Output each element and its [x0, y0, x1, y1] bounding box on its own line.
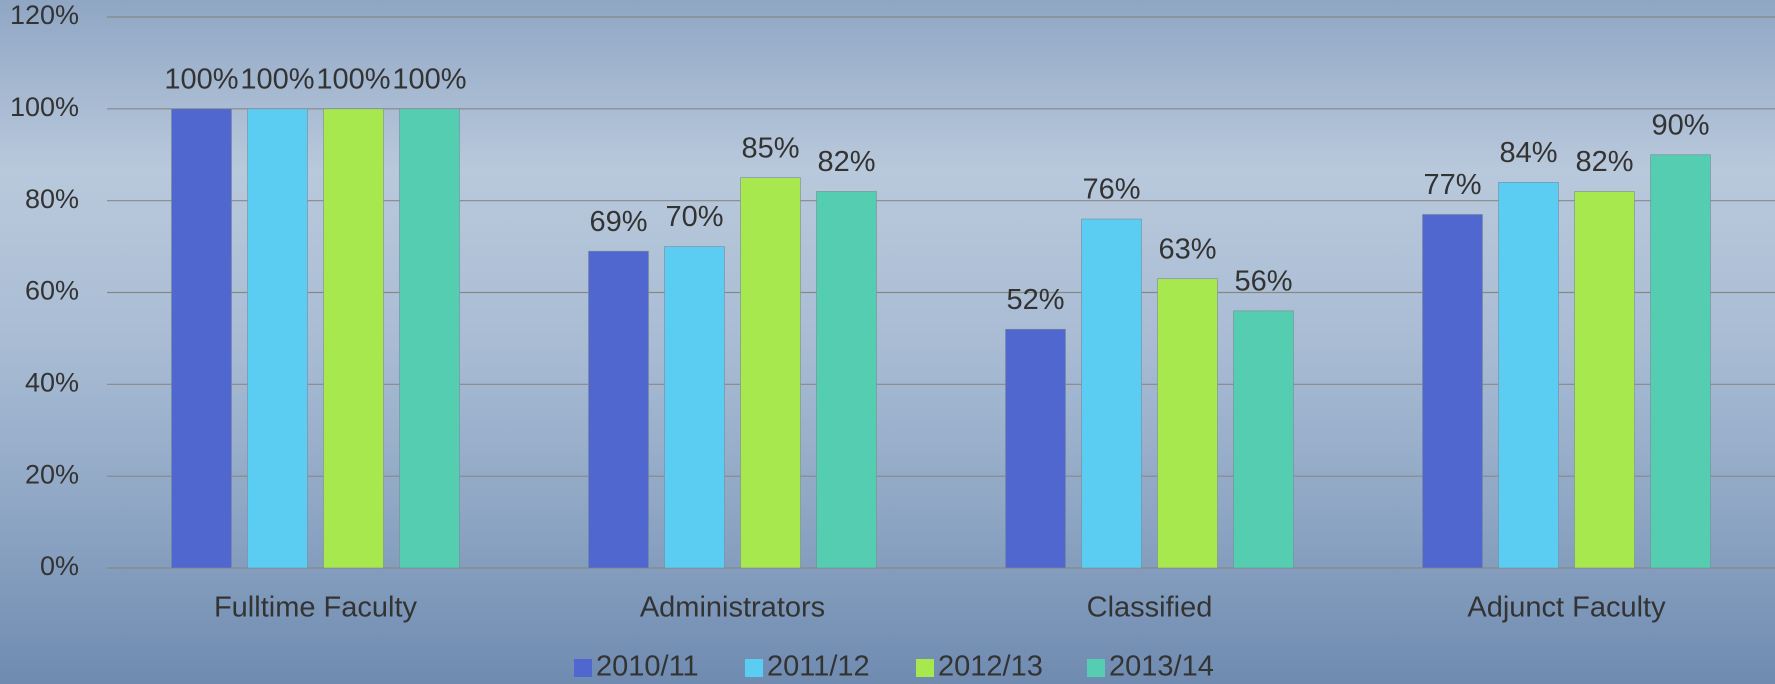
bar: [1005, 328, 1066, 569]
data-label: 90%: [1651, 109, 1709, 141]
bar: [171, 108, 232, 569]
bar: [1157, 278, 1218, 569]
y-tick-label: 120%: [10, 0, 79, 30]
legend-label: 2010/11: [596, 651, 699, 683]
data-label: 63%: [1158, 233, 1216, 265]
y-tick-label: 60%: [25, 276, 79, 306]
data-label: 69%: [589, 206, 647, 238]
y-tick-label: 100%: [10, 92, 79, 122]
bar: [664, 246, 725, 569]
legend-label: 2013/14: [1109, 651, 1214, 683]
data-label: 85%: [741, 132, 799, 164]
legend-swatch: [1087, 659, 1105, 677]
y-tick-label: 20%: [25, 459, 79, 489]
bar: [1233, 310, 1294, 569]
legend-swatch: [745, 659, 763, 677]
legend-label: 2011/12: [767, 651, 870, 683]
legend-label: 2012/13: [938, 651, 1043, 683]
bar: [816, 191, 877, 569]
data-label: 70%: [665, 201, 723, 233]
bar: [323, 108, 384, 569]
y-tick-label: 40%: [25, 367, 79, 397]
data-label: 82%: [1575, 146, 1633, 178]
legend-swatch: [916, 659, 934, 677]
y-tick-label: 0%: [40, 551, 79, 581]
x-tick-label: Fulltime Faculty: [214, 592, 418, 624]
data-label: 84%: [1499, 137, 1557, 169]
data-label: 100%: [316, 63, 390, 95]
data-label: 100%: [392, 63, 466, 95]
data-label: 100%: [240, 63, 314, 95]
x-tick-label: Adjunct Faculty: [1467, 592, 1666, 624]
bar: [399, 108, 460, 569]
y-tick-label: 80%: [25, 184, 79, 214]
bar: [740, 177, 801, 569]
data-label: 52%: [1006, 284, 1064, 316]
x-tick-label: Classified: [1087, 592, 1213, 624]
bar: [1650, 154, 1711, 569]
data-label: 100%: [164, 63, 238, 95]
bar: [1498, 182, 1559, 569]
bar: [1422, 214, 1483, 569]
bar: [1081, 218, 1142, 569]
data-label: 76%: [1082, 174, 1140, 206]
bar: [1574, 191, 1635, 569]
data-label: 56%: [1234, 266, 1292, 298]
x-tick-label: Administrators: [640, 592, 825, 624]
bar: [247, 108, 308, 569]
data-label: 77%: [1423, 169, 1481, 201]
data-label: 82%: [817, 146, 875, 178]
legend-swatch: [574, 659, 592, 677]
bar: [588, 250, 649, 569]
